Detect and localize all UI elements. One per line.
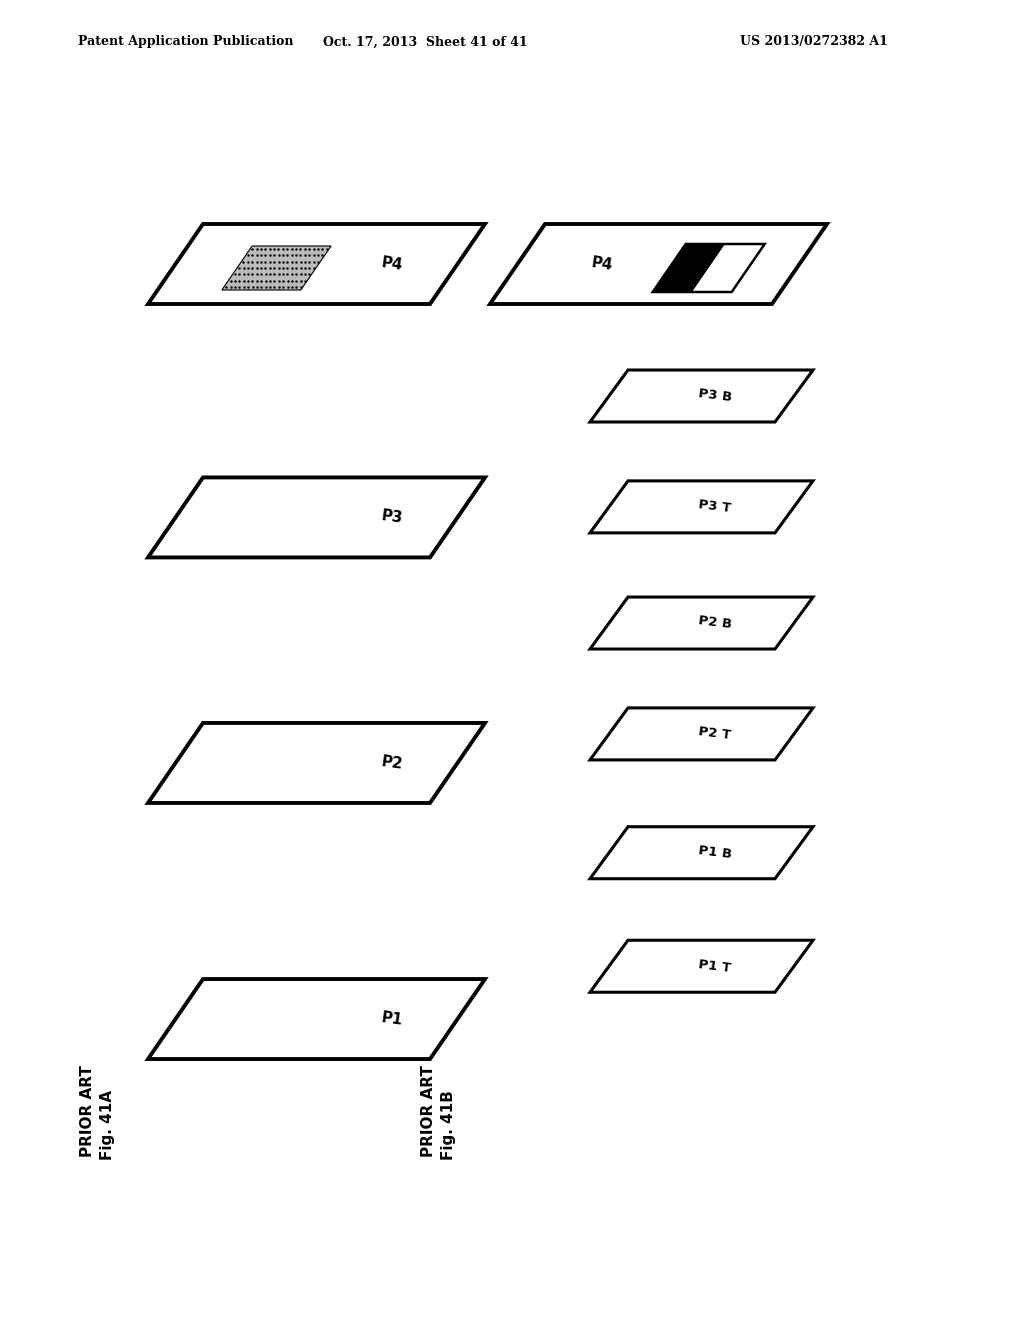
Text: P3 B: P3 B	[697, 388, 732, 404]
Text: US 2013/0272382 A1: US 2013/0272382 A1	[740, 36, 888, 49]
Polygon shape	[148, 723, 485, 803]
Text: P4: P4	[590, 255, 613, 273]
Text: P2: P2	[380, 754, 404, 772]
Polygon shape	[590, 940, 813, 993]
Text: Oct. 17, 2013  Sheet 41 of 41: Oct. 17, 2013 Sheet 41 of 41	[323, 36, 527, 49]
Text: P2 T: P2 T	[697, 726, 732, 742]
Polygon shape	[590, 370, 813, 422]
Text: PRIOR ART: PRIOR ART	[421, 1065, 435, 1156]
Polygon shape	[590, 480, 813, 533]
Text: P1 B: P1 B	[697, 845, 732, 861]
Text: P2 B: P2 B	[697, 615, 732, 631]
Polygon shape	[590, 708, 813, 760]
Text: PRIOR ART: PRIOR ART	[80, 1065, 94, 1156]
Text: Fig. 41B: Fig. 41B	[440, 1090, 456, 1159]
Text: P1 T: P1 T	[697, 958, 732, 974]
Polygon shape	[490, 224, 827, 304]
Polygon shape	[590, 826, 813, 879]
Text: Fig. 41A: Fig. 41A	[99, 1089, 115, 1160]
Text: P1: P1	[381, 1010, 404, 1028]
Polygon shape	[692, 244, 765, 292]
Polygon shape	[222, 246, 331, 290]
Polygon shape	[148, 224, 485, 304]
Polygon shape	[652, 244, 725, 292]
Text: Patent Application Publication: Patent Application Publication	[78, 36, 294, 49]
Text: P3 T: P3 T	[697, 499, 732, 515]
Polygon shape	[148, 478, 485, 557]
Text: P3: P3	[381, 508, 404, 527]
Polygon shape	[590, 597, 813, 649]
Polygon shape	[148, 979, 485, 1059]
Text: P4: P4	[381, 255, 404, 273]
